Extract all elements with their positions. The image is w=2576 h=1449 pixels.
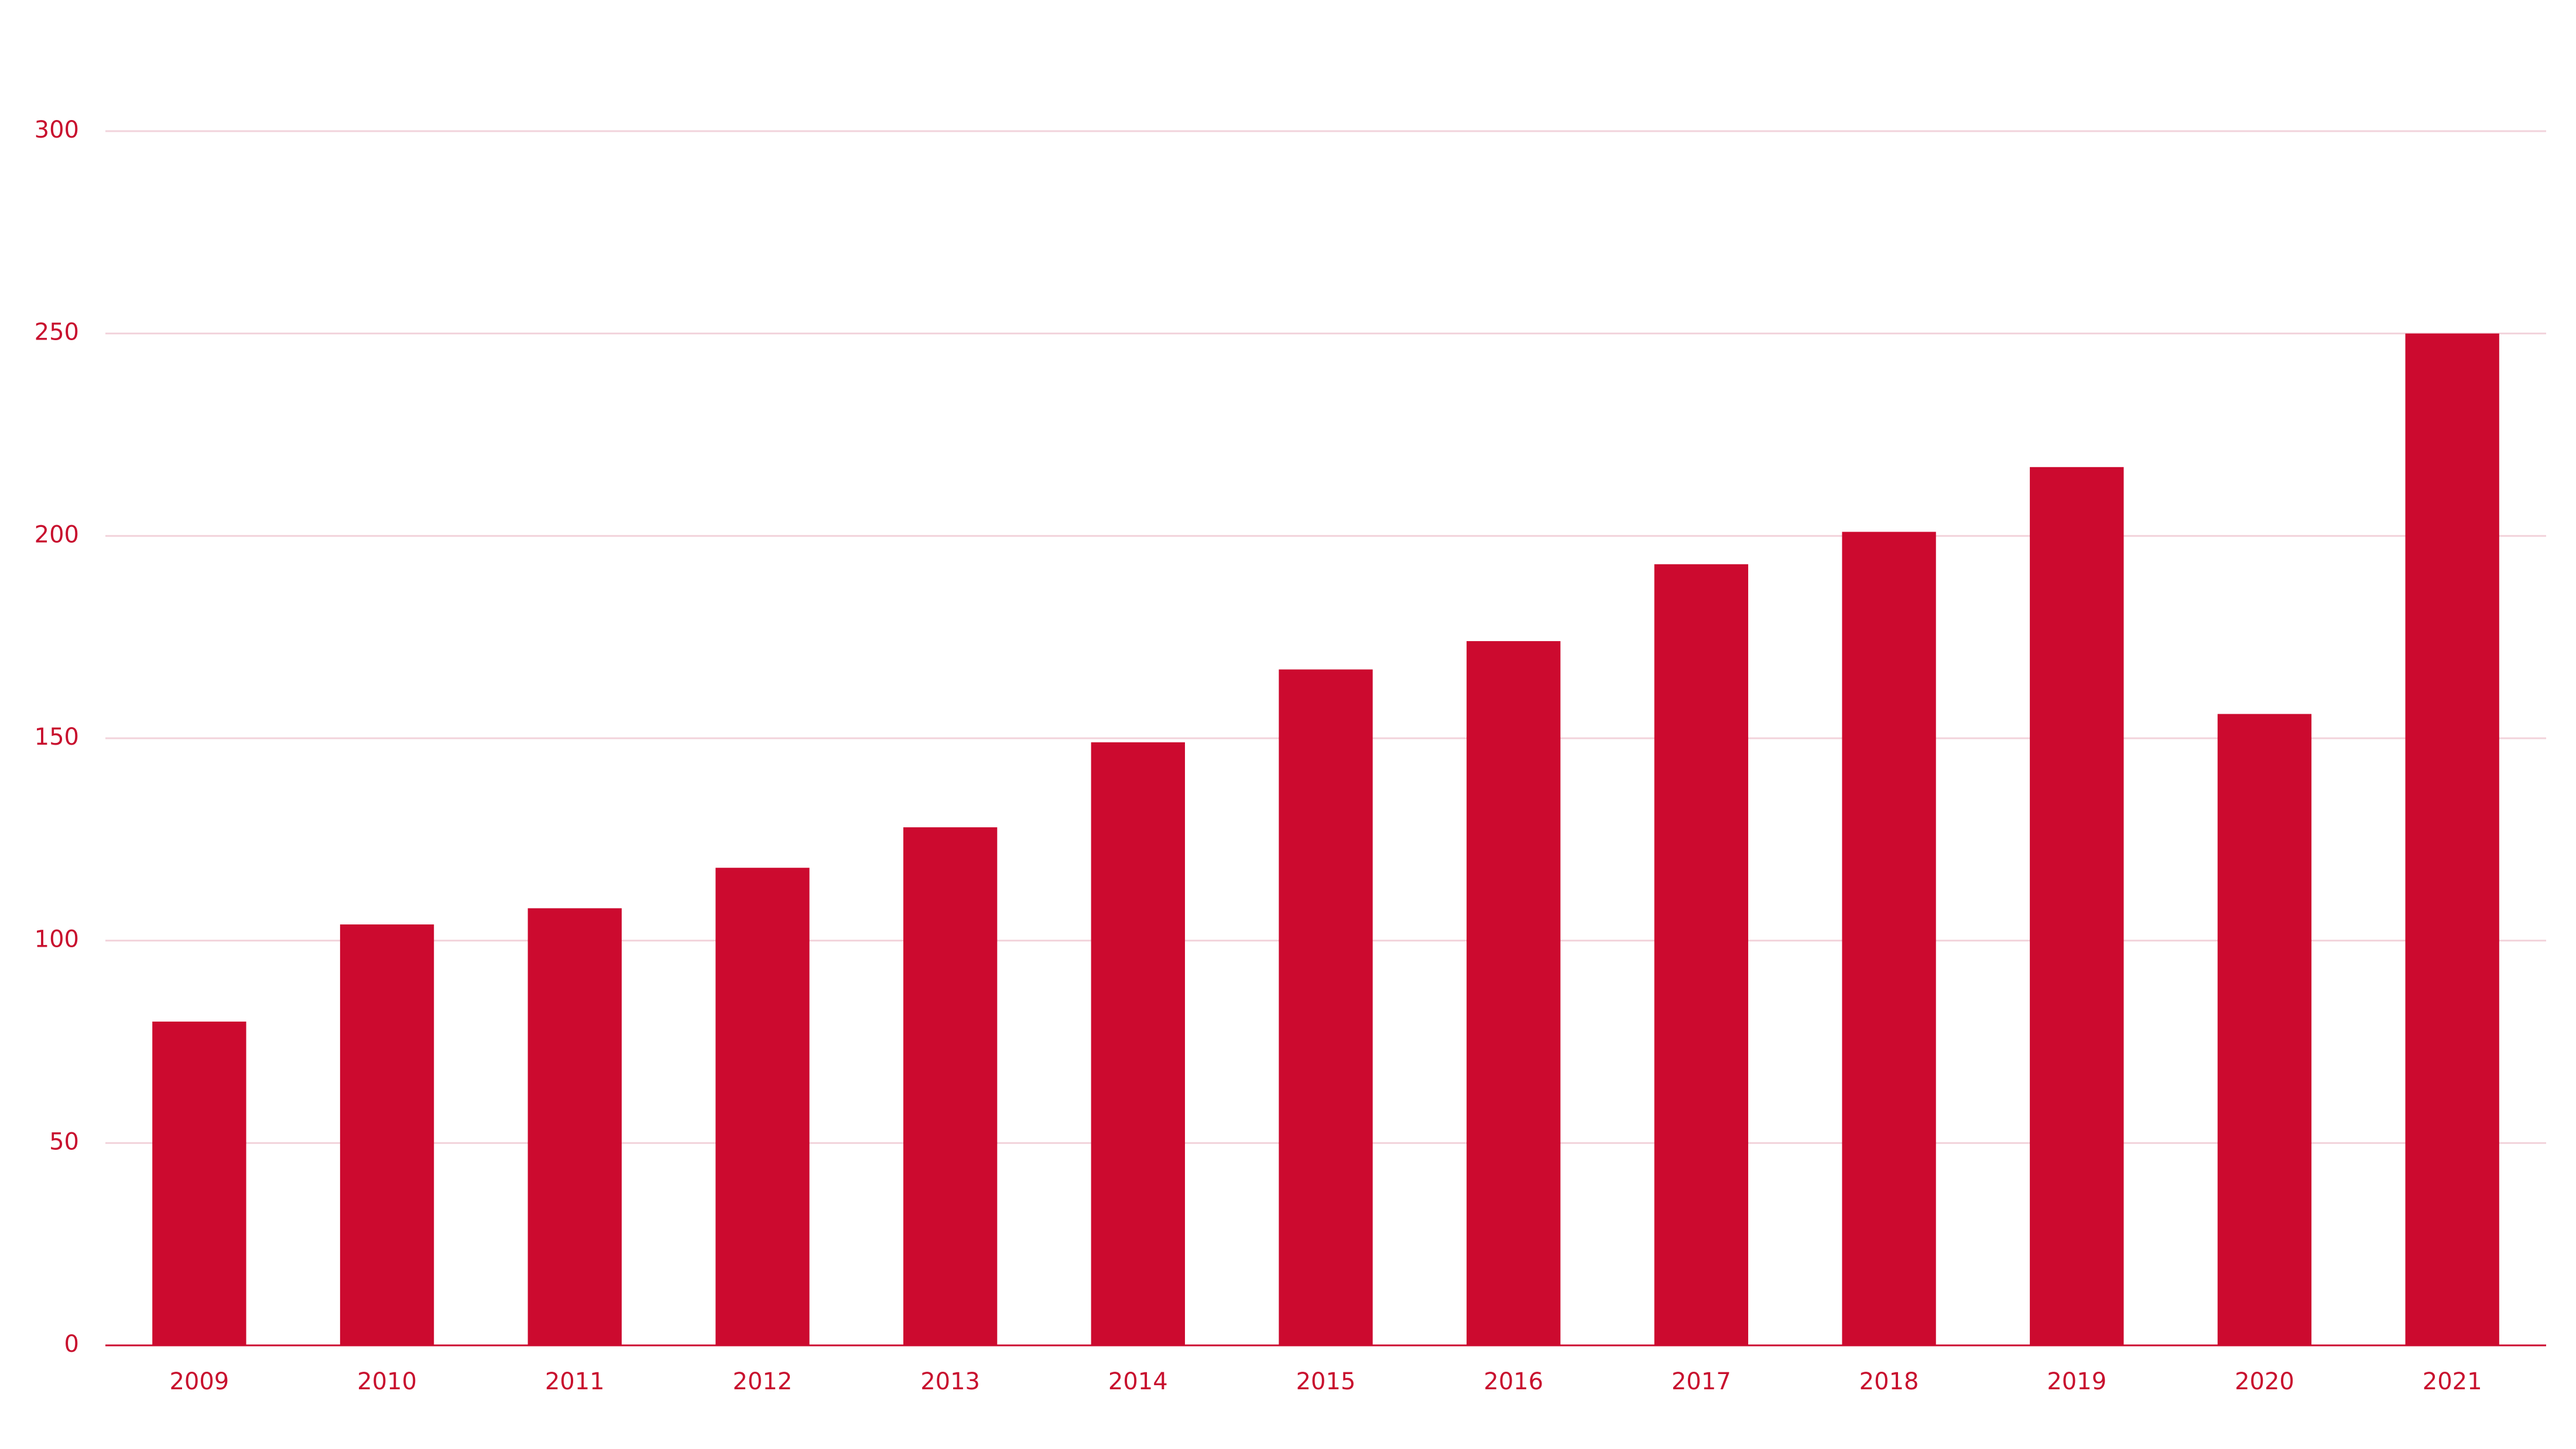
x-tick-label: 2013 — [920, 1368, 980, 1395]
x-tick-label: 2011 — [545, 1368, 605, 1395]
bar — [903, 827, 998, 1345]
y-tick-label: 200 — [35, 521, 79, 548]
bar — [1279, 669, 1373, 1345]
bar — [1467, 641, 1561, 1345]
y-tick-label: 0 — [64, 1331, 79, 1358]
x-tick-label: 2017 — [1671, 1368, 1731, 1395]
x-tick-label: 2010 — [357, 1368, 417, 1395]
x-tick-label: 2016 — [1484, 1368, 1543, 1395]
bar — [340, 924, 434, 1345]
x-tick-label: 2009 — [169, 1368, 229, 1395]
x-tick-label: 2018 — [1859, 1368, 1919, 1395]
y-tick-label: 50 — [49, 1128, 79, 1155]
y-tick-label: 150 — [35, 724, 79, 751]
x-tick-label: 2021 — [2423, 1368, 2482, 1395]
x-tick-label: 2020 — [2235, 1368, 2294, 1395]
y-tick-label: 300 — [35, 117, 79, 143]
bar — [2217, 714, 2312, 1345]
bar — [2030, 467, 2124, 1345]
bar — [715, 868, 810, 1345]
bar — [1842, 532, 1936, 1346]
bar — [152, 1021, 246, 1345]
x-tick-label: 2012 — [733, 1368, 793, 1395]
y-tick-label: 250 — [35, 319, 79, 346]
bar — [1091, 742, 1185, 1345]
bar — [527, 908, 622, 1345]
x-tick-label: 2019 — [2047, 1368, 2106, 1395]
bar — [1654, 564, 1749, 1345]
y-tick-label: 100 — [35, 926, 79, 953]
bar — [2405, 333, 2499, 1345]
x-tick-label: 2015 — [1296, 1368, 1356, 1395]
x-tick-label: 2014 — [1108, 1368, 1168, 1395]
